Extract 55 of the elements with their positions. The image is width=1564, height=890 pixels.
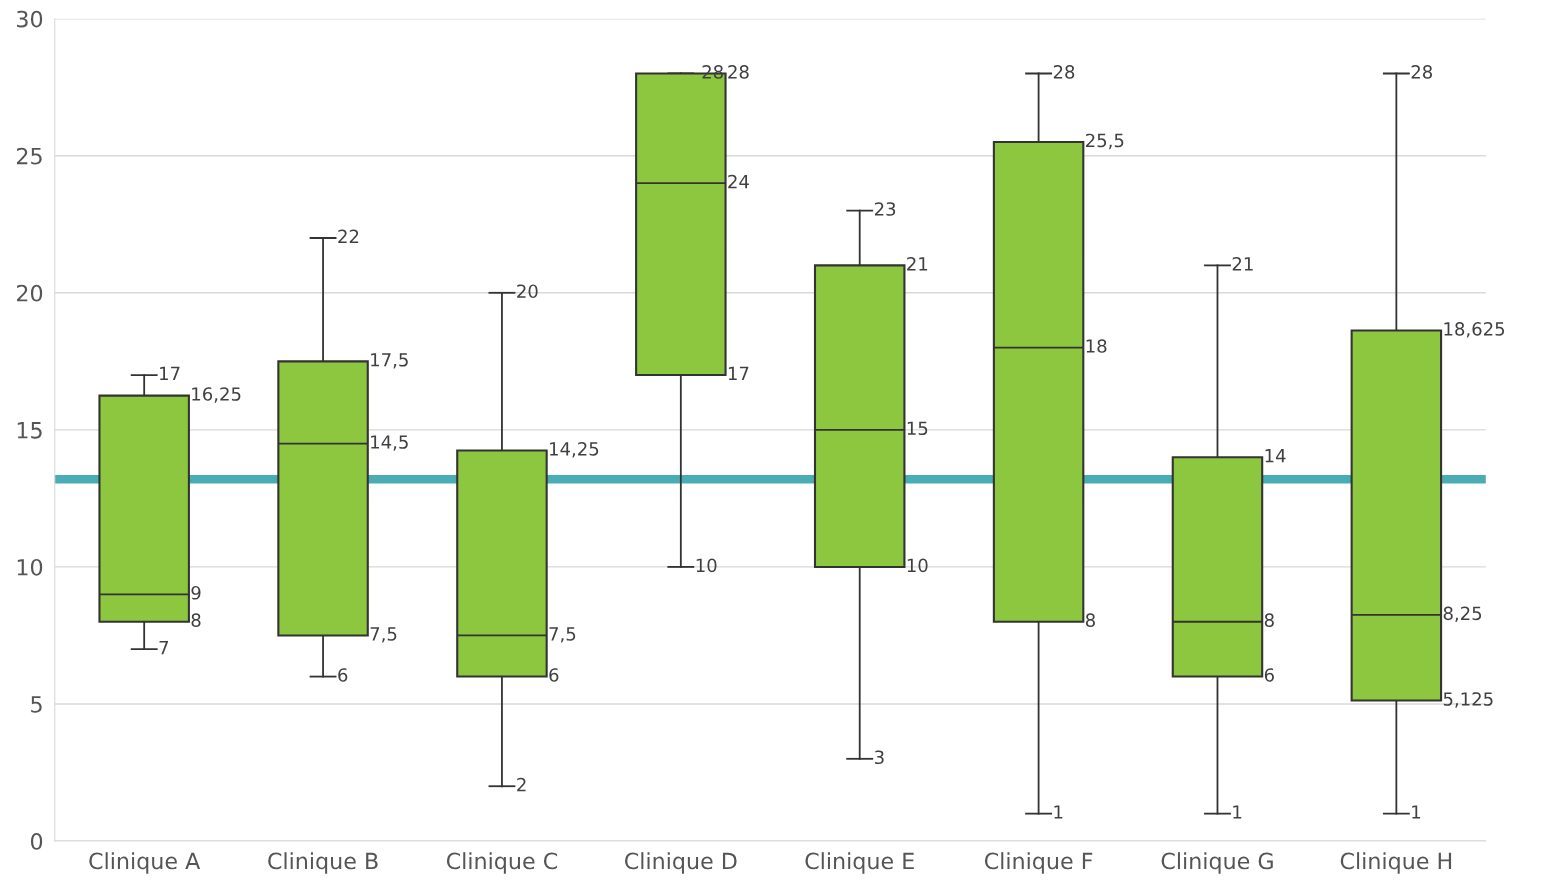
annotation: 17 bbox=[728, 366, 749, 381]
y-tick-label: 0 bbox=[30, 833, 43, 850]
annotation: 14,25 bbox=[550, 442, 599, 458]
y-tick-label: 15 bbox=[17, 422, 42, 439]
x-tick-label: Clinique C bbox=[446, 852, 558, 874]
annotation: 17,5 bbox=[371, 353, 408, 369]
annotation: 6 bbox=[1264, 668, 1274, 682]
annotation: 15 bbox=[907, 421, 928, 436]
y-tick-label: 25 bbox=[16, 147, 42, 165]
annotation: 8 bbox=[191, 613, 201, 627]
annotation: 17 bbox=[160, 366, 180, 381]
y-tick-label: 30 bbox=[17, 10, 43, 28]
x-tick-label: Clinique E bbox=[805, 852, 914, 874]
annotation: 7,5 bbox=[549, 627, 576, 643]
annotation: 16,25 bbox=[192, 387, 241, 403]
annotation: 1 bbox=[1233, 805, 1242, 819]
annotation: 7 bbox=[159, 640, 169, 655]
annotation: 28 bbox=[1411, 65, 1433, 79]
x-tick-label: Clinique H bbox=[1340, 852, 1452, 874]
x-tick-label: Clinique G bbox=[1161, 852, 1273, 874]
annotation: 14,5 bbox=[371, 435, 408, 451]
annotation: 6 bbox=[338, 668, 348, 682]
y-tick-label: 10 bbox=[17, 558, 43, 576]
annotation: 6 bbox=[549, 668, 559, 682]
annotation: 18 bbox=[1086, 339, 1107, 353]
annotation: 2 bbox=[517, 777, 526, 792]
x-tick-label: Clinique B bbox=[268, 852, 378, 874]
annotation: 22 bbox=[338, 229, 359, 243]
x-tick-label: Clinique F bbox=[984, 852, 1093, 874]
annotation: 24 bbox=[728, 174, 749, 189]
annotation: 14 bbox=[1265, 449, 1286, 463]
annotation: 21 bbox=[1232, 256, 1253, 271]
annotation: 8 bbox=[1264, 613, 1274, 627]
annotation: 21 bbox=[907, 256, 928, 271]
annotation: 5,125 bbox=[1443, 692, 1493, 708]
annotation: 8 bbox=[1085, 613, 1095, 627]
annotation: 1 bbox=[1054, 805, 1063, 819]
annotation: 28 bbox=[702, 65, 723, 79]
annotation: 28 bbox=[728, 65, 749, 79]
annotation: 9 bbox=[191, 585, 201, 600]
y-tick-label: 5 bbox=[31, 696, 42, 713]
annotation: 1 bbox=[1412, 805, 1421, 819]
annotation: 28 bbox=[1053, 65, 1075, 79]
annotation: 3 bbox=[875, 750, 884, 765]
x-tick-label: Clinique A bbox=[89, 852, 201, 874]
annotation: 10 bbox=[696, 558, 717, 573]
annotation: 25,5 bbox=[1086, 133, 1124, 150]
y-tick-label: 20 bbox=[16, 284, 43, 302]
annotation: 20 bbox=[517, 284, 538, 299]
annotation: 23 bbox=[874, 202, 896, 216]
annotation: 18,625 bbox=[1444, 322, 1505, 338]
annotation: 7,5 bbox=[370, 627, 397, 643]
annotation: 10 bbox=[907, 558, 928, 573]
annotation: 8,25 bbox=[1443, 606, 1482, 622]
x-tick-label: Clinique D bbox=[625, 852, 737, 874]
